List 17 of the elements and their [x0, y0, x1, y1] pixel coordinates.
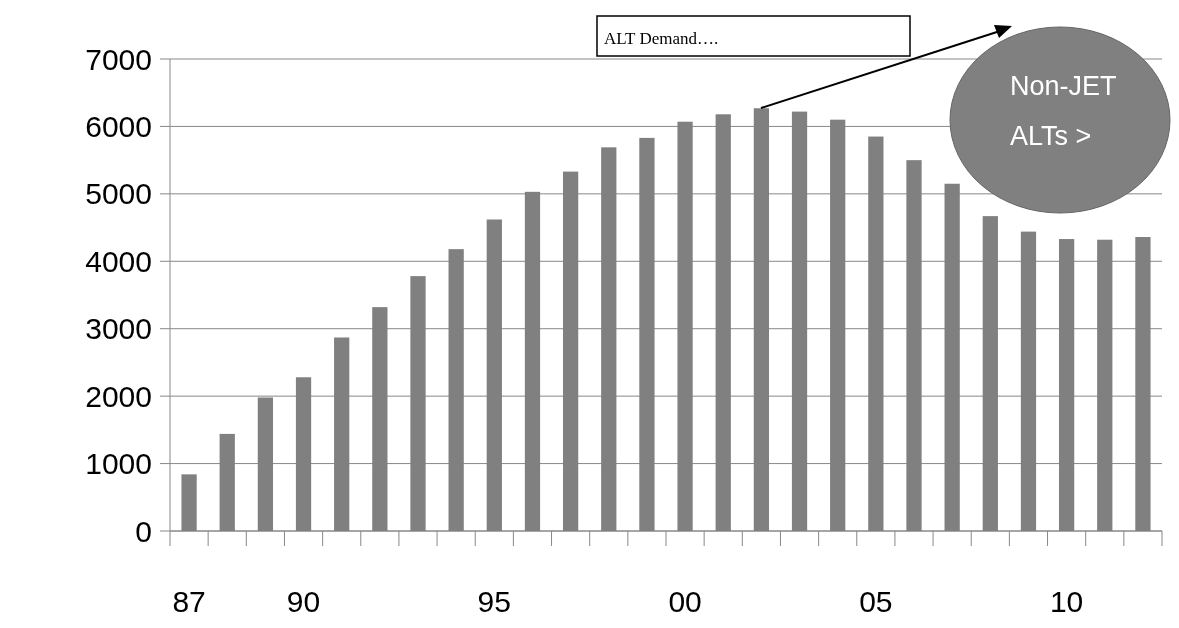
- annotation: Non-JET ALTs >: [1010, 71, 1117, 151]
- ellipse-callout: Non-JET ALTs >: [949, 26, 1171, 214]
- x-tick-label: 87: [172, 585, 206, 618]
- x-tick-label: 90: [286, 585, 321, 618]
- y-tick-label: 4000: [85, 244, 152, 278]
- x-tick-label: 00: [668, 585, 702, 618]
- x-tick-label: 95: [477, 585, 511, 618]
- x-tick-label: 10: [1049, 585, 1084, 618]
- y-tick-label: 2000: [85, 379, 152, 413]
- y-tick-label: 7000: [85, 42, 152, 76]
- y-tick-label: 3000: [85, 312, 152, 346]
- x-tick-label: 05: [859, 585, 893, 618]
- y-tick-label: 5000: [85, 177, 152, 211]
- text-box: ALT Demand….: [596, 15, 911, 57]
- y-tick-label: 6000: [85, 109, 152, 143]
- y-tick-label: 1000: [85, 447, 152, 481]
- y-tick-label: 0: [135, 514, 152, 548]
